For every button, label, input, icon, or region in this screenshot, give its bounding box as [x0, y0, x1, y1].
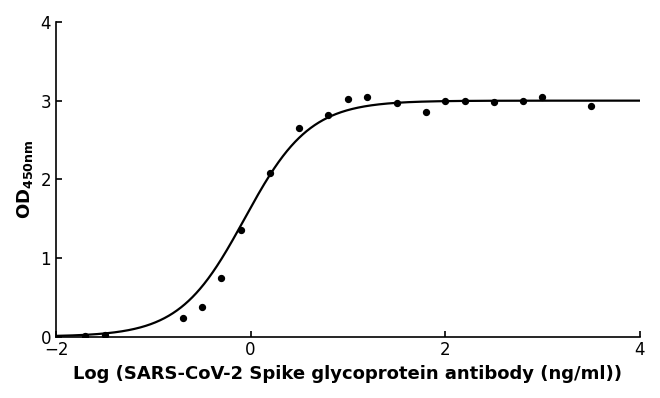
Point [586, 103, 597, 109]
Point [178, 314, 188, 321]
Point [537, 94, 548, 100]
Point [80, 333, 90, 339]
Point [197, 304, 207, 310]
Point [294, 125, 304, 131]
Point [362, 94, 373, 100]
Y-axis label: OD$_\mathregular{450nm}$: OD$_\mathregular{450nm}$ [15, 139, 35, 219]
Point [216, 274, 226, 281]
Point [517, 98, 528, 104]
Point [343, 96, 353, 102]
Point [488, 99, 499, 105]
X-axis label: Log (SARS-CoV-2 Spike glycoprotein antibody (ng/ml)): Log (SARS-CoV-2 Spike glycoprotein antib… [73, 365, 622, 383]
Point [391, 100, 402, 106]
Point [323, 111, 334, 118]
Point [420, 109, 431, 116]
Point [440, 98, 451, 104]
Point [265, 170, 275, 176]
Point [236, 227, 246, 234]
Point [100, 332, 110, 338]
Point [459, 98, 470, 104]
